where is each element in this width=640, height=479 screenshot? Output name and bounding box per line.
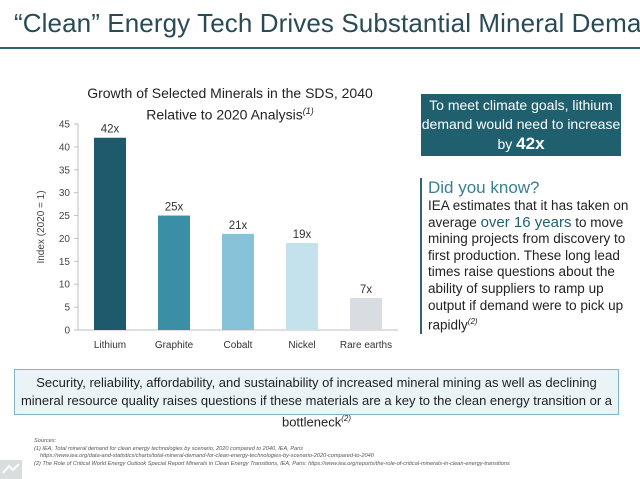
x-tick-label: Nickel: [288, 340, 315, 351]
y-tick-label: 10: [59, 280, 71, 291]
sources-label: Sources:: [34, 438, 57, 444]
y-tick-label: 15: [59, 257, 71, 268]
chart-title-line2: Relative to 2020 Analysis: [146, 106, 303, 123]
y-tick-label: 20: [59, 234, 71, 245]
dyk-text-after: to move mining projects from discovery t…: [428, 214, 626, 333]
chart-title-footnote: (1): [302, 106, 314, 116]
bar-cobalt: [222, 233, 254, 330]
x-tick-label: Rare earths: [340, 340, 392, 351]
bar-lithium: [94, 137, 126, 330]
title-divider: [0, 47, 640, 49]
summary-note-box: Security, reliability, affordability, an…: [14, 369, 619, 429]
summary-note-footnote: (2): [341, 414, 352, 423]
dyk-highlight: over 16 years: [480, 213, 572, 231]
bar-data-label: 25x: [165, 202, 184, 214]
y-tick-label: 0: [64, 326, 70, 337]
bar-data-label: 19x: [293, 229, 312, 241]
bar-nickel: [286, 243, 318, 330]
slide-title: “Clean” Energy Tech Drives Substantial M…: [14, 8, 640, 38]
bar-rare-earths: [350, 297, 382, 330]
y-tick-label: 30: [59, 188, 71, 199]
y-tick-label: 5: [64, 303, 70, 314]
callout-highlight: 42x: [516, 134, 545, 153]
y-tick-label: 35: [59, 165, 71, 176]
bar-graphite: [158, 215, 190, 330]
callout-text: To meet climate goals, lithium demand wo…: [421, 97, 621, 152]
x-tick-label: Cobalt: [224, 340, 253, 351]
y-tick-label: 40: [59, 142, 71, 153]
x-tick-label: Graphite: [155, 340, 194, 351]
dyk-text-before: IEA estimates that it has taken on avera…: [428, 198, 629, 230]
source-line-1: (1) IEA, Total mineral demand for clean …: [34, 445, 304, 452]
y-tick-label: 25: [59, 211, 71, 222]
source-line-2: https://www.iea.org/data-and-statistics/…: [40, 453, 374, 459]
sources-block: Sources: (1) IEA, Total mineral demand f…: [34, 438, 624, 468]
did-you-know-body: IEA estimates that it has taken on avera…: [428, 198, 640, 334]
chart-title-line1: Growth of Selected Minerals in the SDS, …: [87, 85, 373, 101]
bar-chart: 0 5 10 15 20 25 30 35 40 45 Index (2020 = 1) 42x Lit…: [36, 120, 398, 351]
chart-title: Growth of Selected Minerals in the SDS, …: [60, 84, 400, 124]
source-line-3: (2) The Role of Critical World Energy Ou…: [34, 460, 510, 467]
bar-data-label: 7x: [360, 284, 372, 296]
logo-icon: [0, 460, 22, 479]
did-you-know-heading: Did you know?: [428, 178, 540, 197]
y-tick-label: 45: [59, 120, 71, 131]
did-you-know-panel: Did you know? IEA estimates that it has …: [420, 178, 640, 335]
bar-data-label: 42x: [101, 124, 120, 136]
lithium-callout-box: To meet climate goals, lithium demand wo…: [421, 94, 621, 156]
summary-note-text: Security, reliability, affordability, an…: [20, 375, 613, 430]
bar-data-label: 21x: [229, 220, 248, 232]
x-tick-label: Lithium: [94, 340, 126, 351]
dyk-footnote: (2): [467, 317, 478, 327]
y-axis-title: Index (2020 = 1): [36, 190, 47, 263]
